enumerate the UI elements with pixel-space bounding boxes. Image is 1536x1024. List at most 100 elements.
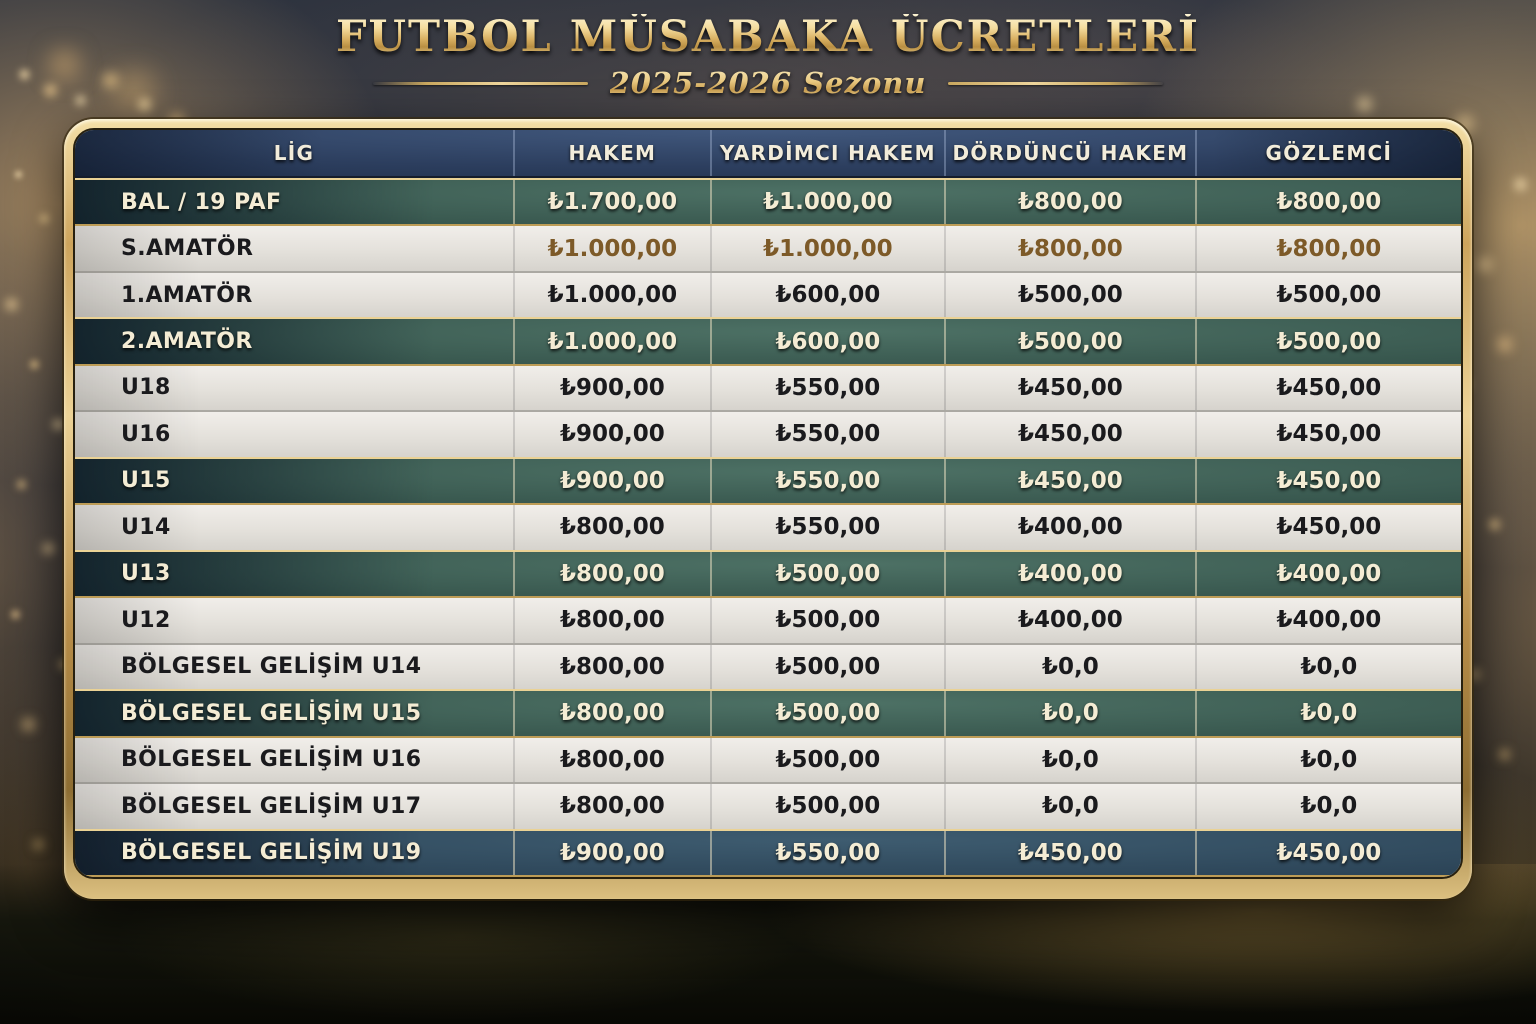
fee-value-cell: ₺0,0 [943, 737, 1195, 783]
league-cell: U15 [121, 468, 171, 494]
fee-value-cell: ₺500,00 [709, 598, 944, 643]
fee-value-cell: ₺400,00 [943, 551, 1195, 597]
fee-value-cell: ₺800,00 [512, 691, 710, 736]
league-cell: U12 [121, 607, 171, 633]
fee-value-cell: ₺500,00 [709, 551, 944, 597]
table-row: U13 ₺800,00 ₺500,00 ₺400,00 ₺400,00 [75, 549, 1461, 599]
stadium-bokeh-lights-left [0, 0, 5, 5]
fee-value-cell: ₺500,00 [943, 319, 1195, 364]
table-header-row: LİG HAKEM YARDİMCI HAKEM DÖRDÜNCÜ HAKEM GÖZL… [75, 130, 1461, 178]
table-gold-frame: LİG HAKEM YARDİMCI HAKEM DÖRDÜNCÜ HAKEM GÖZL… [64, 119, 1472, 899]
fee-value-cell: ₺400,00 [943, 598, 1195, 643]
fee-value-cell: ₺0,0 [943, 691, 1195, 736]
fee-value-cell: ₺1.000,00 [512, 272, 710, 318]
fee-value-cell: ₺500,00 [943, 272, 1195, 318]
fee-value-cell: ₺500,00 [709, 691, 944, 736]
fee-value-cell: ₺550,00 [709, 458, 944, 504]
table-row: U14 ₺800,00 ₺550,00 ₺400,00 ₺450,00 [75, 505, 1461, 550]
fee-value-cell: ₺1.000,00 [512, 226, 710, 271]
fee-value-cell: ₺900,00 [512, 830, 710, 876]
league-cell: U18 [121, 375, 171, 401]
fee-value-cell: ₺400,00 [943, 505, 1195, 550]
table-row: 1.AMATÖR ₺1.000,00 ₺600,00 ₺500,00 ₺500,00 [75, 270, 1461, 318]
fee-value-cell: ₺500,00 [709, 644, 944, 690]
title-block: FUTBOL MÜSABAKA ÜCRETLERİ 2025-2026 Sezo… [0, 13, 1536, 100]
fee-value-cell: ₺0,0 [1194, 737, 1461, 783]
table-row: BAL / 19 PAF ₺1.700,00 ₺1.000,00 ₺800,00 ₺80… [75, 177, 1461, 227]
subtitle-row: 2025-2026 Sezonu [0, 66, 1536, 100]
fee-value-cell: ₺800,00 [1194, 179, 1461, 225]
fee-value-cell: ₺0,0 [943, 784, 1195, 829]
table-row: BÖLGESEL GELİŞİM U19 ₺900,00 ₺550,00 ₺450,0… [75, 828, 1461, 877]
fee-value-cell: ₺800,00 [512, 598, 710, 643]
fee-value-cell: ₺500,00 [709, 784, 944, 829]
fee-value-cell: ₺1.000,00 [709, 179, 944, 225]
fee-value-cell: ₺550,00 [709, 505, 944, 550]
fee-value-cell: ₺400,00 [1194, 598, 1461, 643]
fee-value-cell: ₺0,0 [1194, 784, 1461, 829]
fee-value-cell: ₺900,00 [512, 412, 710, 457]
fee-table: LİG HAKEM YARDİMCI HAKEM DÖRDÜNCÜ HAKEM GÖZL… [73, 128, 1463, 879]
fee-value-cell: ₺900,00 [512, 365, 710, 411]
season-subtitle: 2025-2026 Sezonu [609, 66, 927, 101]
fee-value-cell: ₺800,00 [512, 551, 710, 597]
fee-value-cell: ₺450,00 [943, 458, 1195, 504]
fee-value-cell: ₺600,00 [709, 272, 944, 318]
fee-value-cell: ₺800,00 [512, 505, 710, 550]
fee-value-cell: ₺500,00 [709, 737, 944, 783]
subtitle-rule-left [372, 81, 588, 85]
column-header-4: GÖZLEMCİ [1194, 130, 1461, 176]
page-title: FUTBOL MÜSABAKA ÜCRETLERİ [0, 13, 1536, 61]
table-row: S.AMATÖR ₺1.000,00 ₺1.000,00 ₺800,00 ₺800,00 [75, 226, 1461, 271]
league-cell: BAL / 19 PAF [121, 189, 282, 215]
fee-value-cell: ₺500,00 [1194, 272, 1461, 318]
fee-value-cell: ₺550,00 [709, 412, 944, 457]
league-cell: 2.AMATÖR [121, 329, 253, 354]
league-cell: U14 [121, 514, 171, 540]
table-row: BÖLGESEL GELİŞİM U14 ₺800,00 ₺500,00 ₺0,0 ₺0… [75, 642, 1461, 690]
fee-value-cell: ₺0,0 [1194, 691, 1461, 736]
table-row: U18 ₺900,00 ₺550,00 ₺450,00 ₺450,00 [75, 365, 1461, 411]
fee-value-cell: ₺1.000,00 [709, 226, 944, 271]
fee-value-cell: ₺600,00 [709, 319, 944, 364]
fee-value-cell: ₺1.000,00 [512, 319, 710, 364]
league-cell: BÖLGESEL GELİŞİM U19 [121, 840, 422, 866]
league-cell: BÖLGESEL GELİŞİM U14 [121, 654, 422, 680]
fee-value-cell: ₺450,00 [1194, 412, 1461, 457]
column-header-0: LİG [273, 140, 315, 165]
table-row: U15 ₺900,00 ₺550,00 ₺450,00 ₺450,00 [75, 456, 1461, 506]
fee-value-cell: ₺450,00 [1194, 365, 1461, 411]
league-cell: BÖLGESEL GELİŞİM U17 [121, 793, 422, 819]
fee-value-cell: ₺800,00 [512, 644, 710, 690]
fee-value-cell: ₺900,00 [512, 458, 710, 504]
league-cell: BÖLGESEL GELİŞİM U16 [121, 747, 422, 773]
league-cell: 1.AMATÖR [121, 282, 253, 308]
fee-value-cell: ₺450,00 [1194, 505, 1461, 550]
table-row: U12 ₺800,00 ₺500,00 ₺400,00 ₺400,00 [75, 598, 1461, 643]
fee-value-cell: ₺550,00 [709, 365, 944, 411]
column-header-3: DÖRDÜNCÜ HAKEM [943, 130, 1195, 176]
table-row: U16 ₺900,00 ₺550,00 ₺450,00 ₺450,00 [75, 410, 1461, 457]
fee-value-cell: ₺800,00 [512, 737, 710, 783]
column-header-1: HAKEM [512, 130, 710, 176]
league-cell: U16 [121, 421, 171, 447]
table-row: BÖLGESEL GELİŞİM U17 ₺800,00 ₺500,00 ₺0,0 ₺0… [75, 782, 1461, 829]
fee-value-cell: ₺450,00 [1194, 458, 1461, 504]
fee-value-cell: ₺800,00 [512, 784, 710, 829]
fee-value-cell: ₺800,00 [943, 179, 1195, 225]
fee-value-cell: ₺450,00 [943, 365, 1195, 411]
fee-value-cell: ₺0,0 [943, 644, 1195, 690]
league-cell: S.AMATÖR [121, 236, 254, 262]
league-cell: BÖLGESEL GELİŞİM U15 [121, 700, 422, 726]
fee-value-cell: ₺450,00 [1194, 830, 1461, 876]
stadium-bokeh-lights-right [1200, 0, 1205, 5]
fee-value-cell: ₺1.700,00 [512, 179, 710, 225]
column-header-2: YARDİMCI HAKEM [709, 130, 944, 176]
fee-value-cell: ₺0,0 [1194, 644, 1461, 690]
league-cell: U13 [121, 561, 171, 587]
subtitle-rule-right [948, 81, 1164, 85]
fee-value-cell: ₺450,00 [943, 830, 1195, 876]
fee-value-cell: ₺500,00 [1194, 319, 1461, 364]
table-row: BÖLGESEL GELİŞİM U16 ₺800,00 ₺500,00 ₺0,0 ₺0… [75, 737, 1461, 783]
fee-value-cell: ₺450,00 [943, 412, 1195, 457]
